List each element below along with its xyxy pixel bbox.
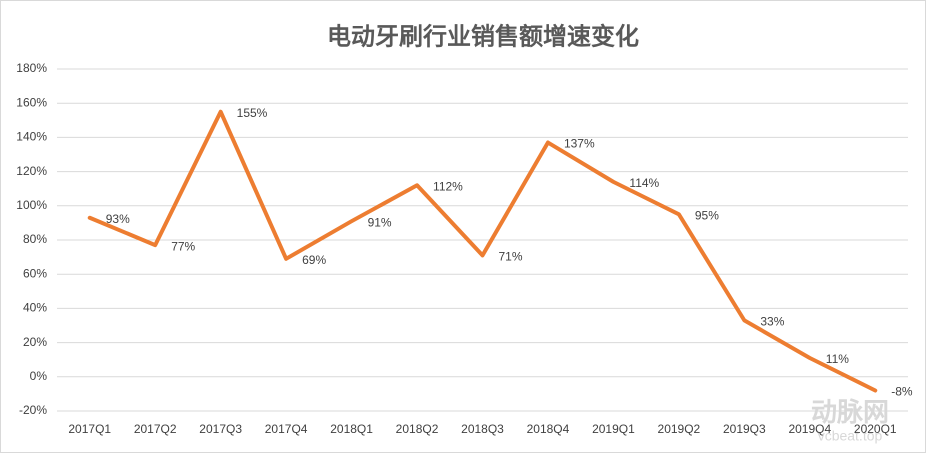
x-tick-label: 2018Q3 — [461, 422, 504, 436]
x-tick-label: 2019Q1 — [592, 422, 635, 436]
y-tick-label: 40% — [23, 301, 47, 315]
data-label: 71% — [499, 250, 523, 264]
data-label: 11% — [826, 352, 849, 366]
y-tick-label: 0% — [30, 369, 48, 383]
x-tick-label: 2017Q1 — [68, 422, 111, 436]
x-tick-label: 2017Q2 — [134, 422, 177, 436]
x-tick-label: 2018Q1 — [330, 422, 373, 436]
y-tick-label: 60% — [23, 266, 47, 280]
x-tick-label: 2017Q4 — [265, 422, 308, 436]
data-label: 91% — [368, 215, 392, 229]
data-label: 93% — [106, 212, 130, 226]
y-tick-label: 20% — [23, 335, 47, 349]
x-tick-label: 2019Q3 — [723, 422, 766, 436]
x-tick-label: 2020Q1 — [854, 422, 897, 436]
y-tick-label: -20% — [19, 403, 47, 417]
x-tick-label: 2018Q4 — [527, 422, 570, 436]
y-tick-label: 160% — [16, 95, 47, 109]
y-tick-label: 180% — [16, 61, 47, 75]
data-label: 114% — [629, 176, 659, 190]
data-label: 112% — [433, 179, 463, 193]
data-label: 155% — [237, 106, 268, 120]
watermark: vcbeat.top — [818, 428, 883, 444]
chart-title: 电动牙刷行业销售额增速变化 — [327, 22, 639, 51]
x-tick-label: 2018Q2 — [396, 422, 439, 436]
data-label: -8% — [891, 385, 913, 399]
y-tick-label: 120% — [16, 164, 47, 178]
y-tick-label: 100% — [16, 198, 47, 212]
y-tick-label: 80% — [23, 232, 47, 246]
data-line — [87, 109, 878, 393]
x-tick-label: 2019Q2 — [658, 422, 701, 436]
x-tick-label: 2019Q4 — [788, 422, 831, 436]
watermark: 动脉网 — [811, 397, 889, 427]
data-label: 95% — [695, 209, 719, 223]
data-label: 33% — [760, 315, 784, 329]
x-tick-label: 2017Q3 — [199, 422, 242, 436]
data-label: 69% — [302, 253, 326, 267]
y-tick-label: 140% — [16, 130, 47, 144]
data-label: 77% — [171, 239, 195, 253]
data-label: 137% — [564, 137, 595, 151]
